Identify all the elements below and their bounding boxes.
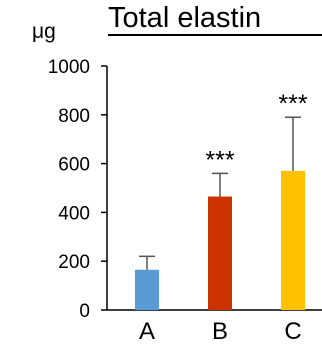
y-tick-label: 600: [58, 155, 90, 176]
bar-c: [281, 171, 305, 310]
category-labels: A B C: [139, 318, 302, 345]
x-category-label: A: [139, 318, 155, 345]
y-tick-label: 800: [58, 106, 90, 127]
y-tick-label: 0: [79, 301, 90, 322]
x-category-label: B: [212, 318, 228, 345]
chart-title: Total elastin: [108, 2, 261, 34]
y-axis-ticks: 0 200 400 600 800 1000: [48, 57, 107, 322]
x-category-label: C: [284, 318, 301, 345]
y-tick-label: 200: [58, 252, 90, 273]
y-tick-label: 400: [58, 203, 90, 224]
bar-a: [135, 270, 159, 310]
y-tick-label: 1000: [48, 57, 90, 78]
bar-b: [208, 197, 232, 310]
y-axis-unit-label: μg: [32, 20, 56, 43]
significance-label-b: ***: [205, 146, 234, 174]
significance-label-c: ***: [278, 90, 307, 118]
